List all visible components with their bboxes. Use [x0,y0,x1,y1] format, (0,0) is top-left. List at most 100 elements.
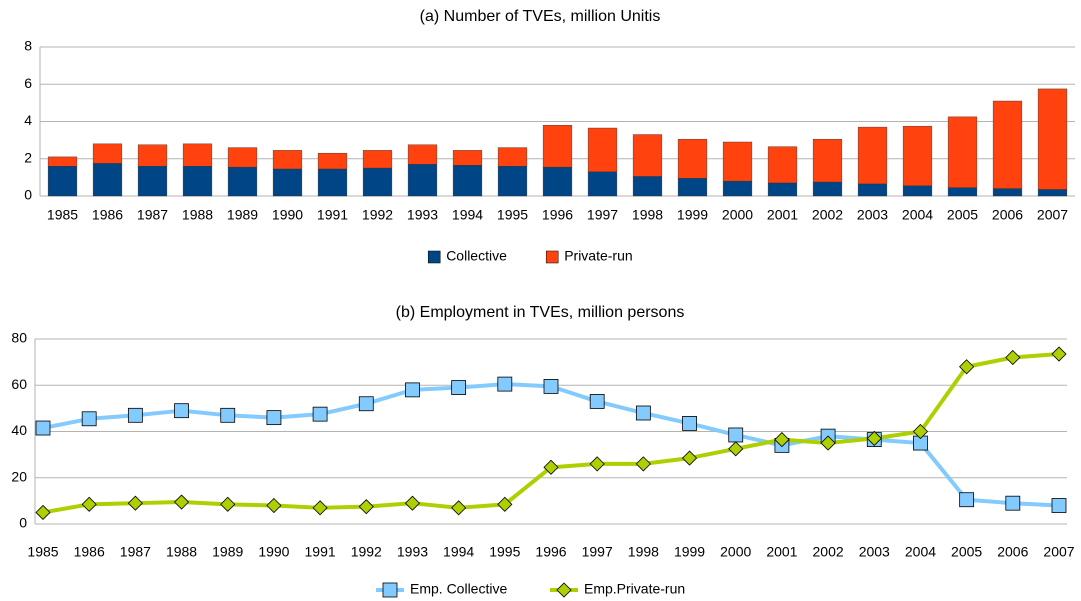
point-marker [820,435,836,451]
chart-title: (b) Employment in TVEs, million persons [396,304,685,321]
point-marker [1005,495,1021,511]
bar-segment [542,166,573,197]
legend-swatch [545,250,559,264]
point-marker [728,427,744,443]
series-line [42,352,1060,515]
x-tick-label: 1997 [587,207,618,223]
point-marker [174,403,189,419]
point-marker [1051,346,1067,362]
point-marker [35,420,51,436]
x-tick-label: 1985 [27,544,58,560]
chart-title: (a) Number of TVEs, million Unitis [420,8,661,25]
x-tick-label: 2007 [1037,207,1068,223]
bar-segment [362,167,393,197]
bar-segment [362,150,393,169]
point-marker [866,430,882,447]
bar-segment [677,138,708,179]
point-marker [682,416,697,431]
x-tick-label: 1994 [443,544,474,560]
y-tick-label: 2 [24,149,32,165]
x-tick-label: 1991 [317,207,348,223]
legend-marker [556,582,572,598]
point-marker [681,450,698,466]
point-marker [127,495,143,511]
x-tick-label: 1992 [351,544,382,560]
point-marker [266,497,282,514]
x-tick-label: 1987 [120,544,151,560]
x-tick-label: 1996 [542,207,573,223]
x-tick-label: 2006 [997,544,1028,560]
legend-swatch [427,250,441,264]
series-line [42,382,1060,508]
y-tick-label: 40 [11,422,27,438]
point-marker [543,459,559,475]
point-marker [220,496,236,512]
point-marker [127,407,143,423]
x-tick-label: 2005 [951,544,982,560]
point-marker [728,441,744,457]
bar-segment [947,116,978,188]
point-marker [959,492,975,508]
bar-segment [587,127,618,172]
x-tick-label: 2001 [766,544,797,560]
x-tick-label: 1992 [362,207,393,223]
bar-segment [1037,189,1068,197]
point-marker [81,496,97,512]
point-marker [635,456,651,472]
x-tick-label: 1996 [535,544,566,560]
point-marker [589,394,605,409]
y-tick-label: 8 [24,38,32,54]
x-tick-label: 2002 [813,544,844,560]
x-tick-label: 1999 [677,207,708,223]
bar-segment [137,165,168,197]
point-marker [959,359,975,375]
legend-label: Collective [446,248,507,264]
x-tick-label: 1995 [489,544,520,560]
x-tick-label: 1988 [166,544,197,560]
point-marker [635,405,651,421]
point-marker [358,396,374,412]
y-tick-label: 80 [11,330,27,346]
x-tick-label: 1986 [74,544,105,560]
bar-segment [182,143,213,167]
x-tick-label: 2002 [812,207,843,223]
x-tick-label: 2004 [902,207,933,223]
x-tick-label: 1985 [47,207,78,223]
bar-segment [497,147,528,167]
bar-segment [632,176,663,197]
point-marker [405,382,420,398]
point-marker [589,456,605,472]
bar-segment [767,182,798,197]
x-tick-label: 1994 [452,207,483,223]
bar-segment [722,180,753,197]
bar-segment [902,185,933,197]
bar-segment [542,125,573,168]
point-marker [1005,349,1021,366]
y-tick-label: 60 [11,376,27,392]
x-tick-label: 1993 [397,544,428,560]
bar-segment [272,150,303,170]
bar-segment [767,146,798,184]
x-tick-label: 1990 [258,544,289,560]
bar-segment [947,187,978,197]
point-marker [774,432,790,448]
bar-segment [452,150,483,166]
bar-segment [632,134,663,177]
bar-segment [992,100,1023,189]
x-tick-label: 1999 [674,544,705,560]
x-tick-label: 2007 [1043,544,1074,560]
bar-segment [812,181,843,197]
bar-segment [857,183,888,197]
x-tick-label: 1990 [272,207,303,223]
point-marker [173,494,190,510]
point-marker [404,495,421,511]
y-tick-label: 0 [24,187,32,203]
point-marker [81,411,97,427]
point-marker [543,379,559,394]
bar-segment [47,156,78,167]
point-marker [266,410,282,426]
x-tick-label: 1989 [212,544,243,560]
bar-segment [1037,88,1068,190]
x-tick-label: 1989 [227,207,258,223]
